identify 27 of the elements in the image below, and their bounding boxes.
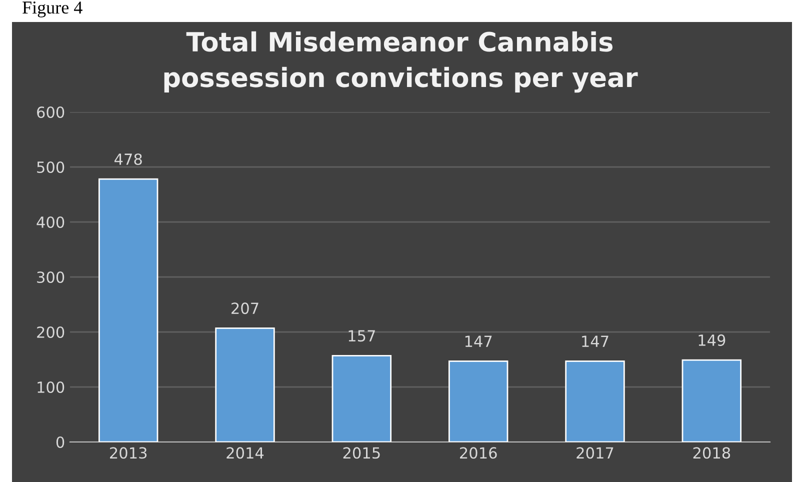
y-tick-label: 300: [37, 271, 64, 284]
x-tick-label: 2015: [343, 447, 380, 459]
data-label: 149: [698, 334, 726, 346]
x-tick-label: 2018: [693, 447, 730, 459]
y-tick-label: 200: [37, 326, 64, 338]
bar: [682, 359, 742, 442]
y-tick-label: 500: [37, 161, 64, 174]
x-tick-label: 2014: [226, 447, 264, 459]
bar: [332, 354, 392, 442]
data-label: 207: [232, 302, 258, 314]
x-tick-label: 2017: [576, 447, 614, 459]
data-label: 147: [582, 336, 608, 347]
x-tick-label: 2013: [110, 447, 147, 459]
y-tick-label: 0: [56, 436, 64, 448]
data-label: 147: [465, 336, 492, 347]
bar: [215, 327, 275, 442]
y-tick-label: 600: [37, 106, 64, 118]
data-label: 478: [114, 153, 142, 166]
x-tick-label: 2016: [460, 447, 497, 459]
bar: [98, 178, 158, 442]
caption: Figure 4: [22, 2, 82, 18]
data-label: 157: [348, 330, 375, 342]
bar: [565, 360, 625, 442]
y-tick-label: 100: [38, 381, 64, 394]
bar: [448, 360, 508, 442]
chart-title: Total Misdemeanor Cannabis possession convictions per year: [164, 31, 638, 93]
y-tick-label: 400: [36, 216, 64, 228]
